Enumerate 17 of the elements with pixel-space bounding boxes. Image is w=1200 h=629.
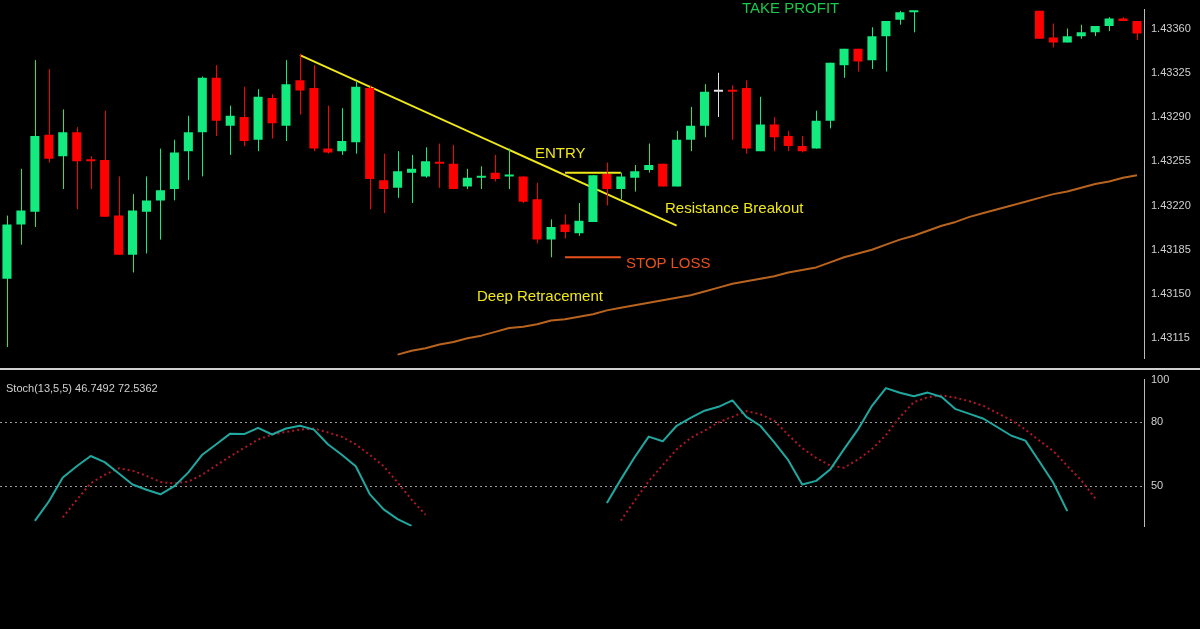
y-tick-label: 1.43290 — [1151, 110, 1191, 123]
y-tick-label: 1.43360 — [1151, 21, 1191, 34]
y-tick-label: 1.43220 — [1151, 198, 1191, 211]
annotation: TAKE PROFIT — [742, 0, 840, 17]
annotation: Resistance Breakout — [665, 199, 805, 217]
y-tick-label: 100 — [1151, 372, 1170, 385]
y-tick-label: 50 — [1151, 479, 1164, 492]
annotation: STOP LOSS — [626, 254, 711, 272]
y-tick-label: 1.43255 — [1151, 154, 1191, 167]
annotation: Deep Retracement — [477, 287, 604, 305]
y-tick-label: 80 — [1151, 415, 1164, 428]
y-tick-label: 1.43185 — [1151, 242, 1191, 255]
chart-title: Stoch(13,5,5) 46.7492 72.5362 — [6, 382, 158, 395]
y-tick-label: 1.43150 — [1151, 286, 1191, 299]
y-tick-label: 1.43325 — [1151, 65, 1191, 78]
y-tick-label: 1.43115 — [1151, 331, 1190, 344]
annotation: ENTRY — [535, 144, 586, 162]
